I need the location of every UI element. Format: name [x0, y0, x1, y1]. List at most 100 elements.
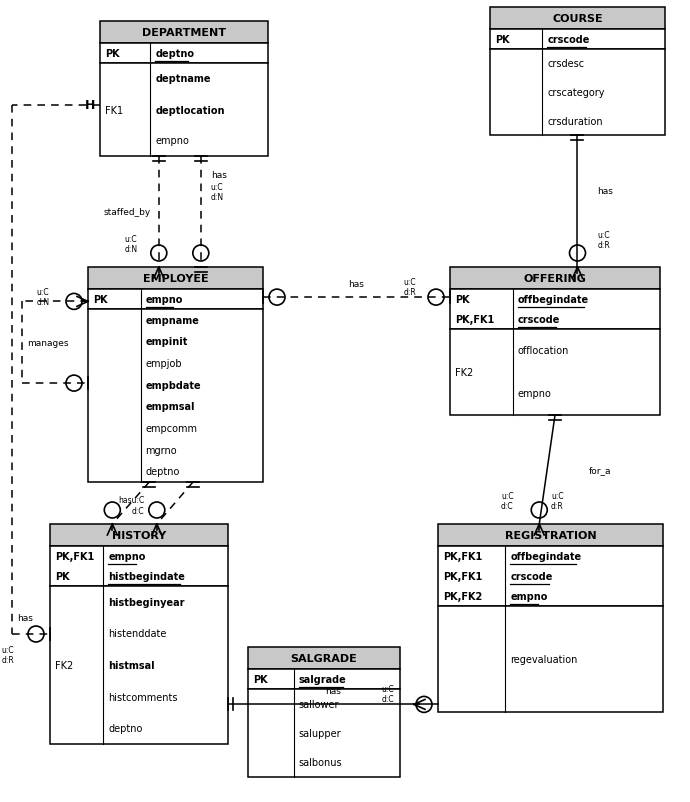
Text: regevaluation: regevaluation [511, 654, 578, 664]
Text: crsduration: crsduration [547, 116, 603, 127]
Text: H: H [85, 99, 95, 112]
Text: histenddate: histenddate [108, 629, 167, 638]
Text: PK,FK1: PK,FK1 [455, 314, 494, 325]
Text: d:N: d:N [211, 192, 224, 201]
Text: deptname: deptname [155, 75, 211, 84]
Bar [438, 525, 663, 546]
Text: empname: empname [146, 315, 199, 326]
Text: has: has [325, 686, 341, 695]
Text: empjob: empjob [146, 358, 182, 369]
Bar [88, 268, 263, 290]
Text: d:R: d:R [551, 502, 564, 511]
Text: FK1: FK1 [105, 105, 123, 115]
Bar [450, 290, 660, 330]
Text: empno: empno [518, 389, 552, 399]
Text: u:C: u:C [382, 684, 394, 693]
Text: manages: manages [27, 338, 68, 347]
Text: crscode: crscode [547, 35, 590, 45]
Text: deptno: deptno [108, 723, 143, 733]
Text: staffed_by: staffed_by [104, 208, 150, 217]
Text: OFFERING: OFFERING [524, 273, 586, 284]
Text: has: has [598, 187, 613, 196]
Text: crsdesc: crsdesc [547, 59, 584, 69]
Text: crscode: crscode [518, 314, 560, 325]
Text: PK: PK [105, 49, 119, 59]
Text: SALGRADE: SALGRADE [290, 653, 357, 663]
Text: u:C: u:C [501, 492, 513, 501]
Text: FK2: FK2 [455, 367, 473, 378]
Text: REGISTRATION: REGISTRATION [504, 530, 596, 541]
Text: empno: empno [511, 591, 548, 602]
Text: histbeginyear: histbeginyear [108, 597, 185, 607]
Text: offbegindate: offbegindate [518, 294, 589, 305]
Text: salbonus: salbonus [299, 757, 342, 768]
Text: u:C: u:C [211, 182, 224, 191]
Text: u:C: u:C [124, 235, 137, 244]
Text: PK: PK [55, 571, 70, 581]
Bar [88, 290, 263, 310]
Bar [490, 8, 665, 30]
Bar [450, 268, 660, 290]
Text: crscode: crscode [511, 571, 553, 581]
Text: u:C: u:C [1, 646, 14, 654]
Text: hasu:C: hasu:C [118, 496, 144, 505]
Text: empinit: empinit [146, 337, 188, 347]
Bar [88, 310, 263, 482]
Text: histbegindate: histbegindate [108, 571, 186, 581]
Bar [490, 30, 665, 50]
Text: d:C: d:C [382, 694, 394, 703]
Text: PK: PK [93, 294, 108, 305]
Text: DEPARTMENT: DEPARTMENT [142, 28, 226, 38]
Text: d:N: d:N [37, 298, 50, 306]
Text: salupper: salupper [299, 728, 342, 738]
Text: empbdate: empbdate [146, 380, 201, 391]
Text: has: has [211, 170, 227, 180]
Text: u:C: u:C [598, 231, 610, 241]
Text: u:C: u:C [404, 277, 416, 286]
Text: for_a: for_a [589, 465, 611, 475]
Bar [438, 546, 663, 606]
Text: d:R: d:R [1, 656, 14, 665]
Text: PK: PK [253, 674, 268, 684]
Text: mgrno: mgrno [146, 445, 177, 455]
Text: has: has [17, 614, 33, 622]
Text: PK: PK [495, 35, 510, 45]
Text: deptlocation: deptlocation [155, 105, 225, 115]
Text: PK,FK1: PK,FK1 [443, 571, 482, 581]
Bar [248, 669, 400, 689]
Text: empcomm: empcomm [146, 423, 197, 433]
Text: COURSE: COURSE [552, 14, 603, 24]
Bar [100, 22, 268, 44]
Text: empno: empno [146, 294, 183, 305]
Text: deptno: deptno [155, 49, 195, 59]
Text: empno: empno [108, 551, 146, 561]
Text: FK2: FK2 [55, 660, 73, 670]
Text: histcomments: histcomments [108, 692, 178, 702]
Text: offbegindate: offbegindate [511, 551, 582, 561]
Bar [100, 64, 268, 157]
Text: offlocation: offlocation [518, 346, 569, 356]
Text: empmsal: empmsal [146, 402, 195, 411]
Bar [100, 44, 268, 64]
Bar [490, 50, 665, 136]
Text: d:C: d:C [132, 506, 144, 515]
Text: deptno: deptno [146, 467, 180, 476]
Text: u:C: u:C [37, 288, 49, 297]
Text: u:C: u:C [551, 492, 564, 501]
Text: d:R: d:R [404, 287, 416, 296]
Text: PK,FK1: PK,FK1 [443, 551, 482, 561]
Text: histmsal: histmsal [108, 660, 155, 670]
Bar [50, 546, 228, 586]
Text: PK: PK [455, 294, 470, 305]
Text: has: has [348, 279, 364, 288]
Bar [50, 525, 228, 546]
Text: PK,FK2: PK,FK2 [443, 591, 482, 602]
Text: salgrade: salgrade [299, 674, 346, 684]
Text: HISTORY: HISTORY [112, 530, 166, 541]
Text: d:N: d:N [124, 245, 137, 254]
Bar [248, 647, 400, 669]
Text: PK,FK1: PK,FK1 [55, 551, 95, 561]
Text: d:C: d:C [501, 502, 513, 511]
Bar [50, 586, 228, 744]
Text: empno: empno [155, 136, 189, 146]
